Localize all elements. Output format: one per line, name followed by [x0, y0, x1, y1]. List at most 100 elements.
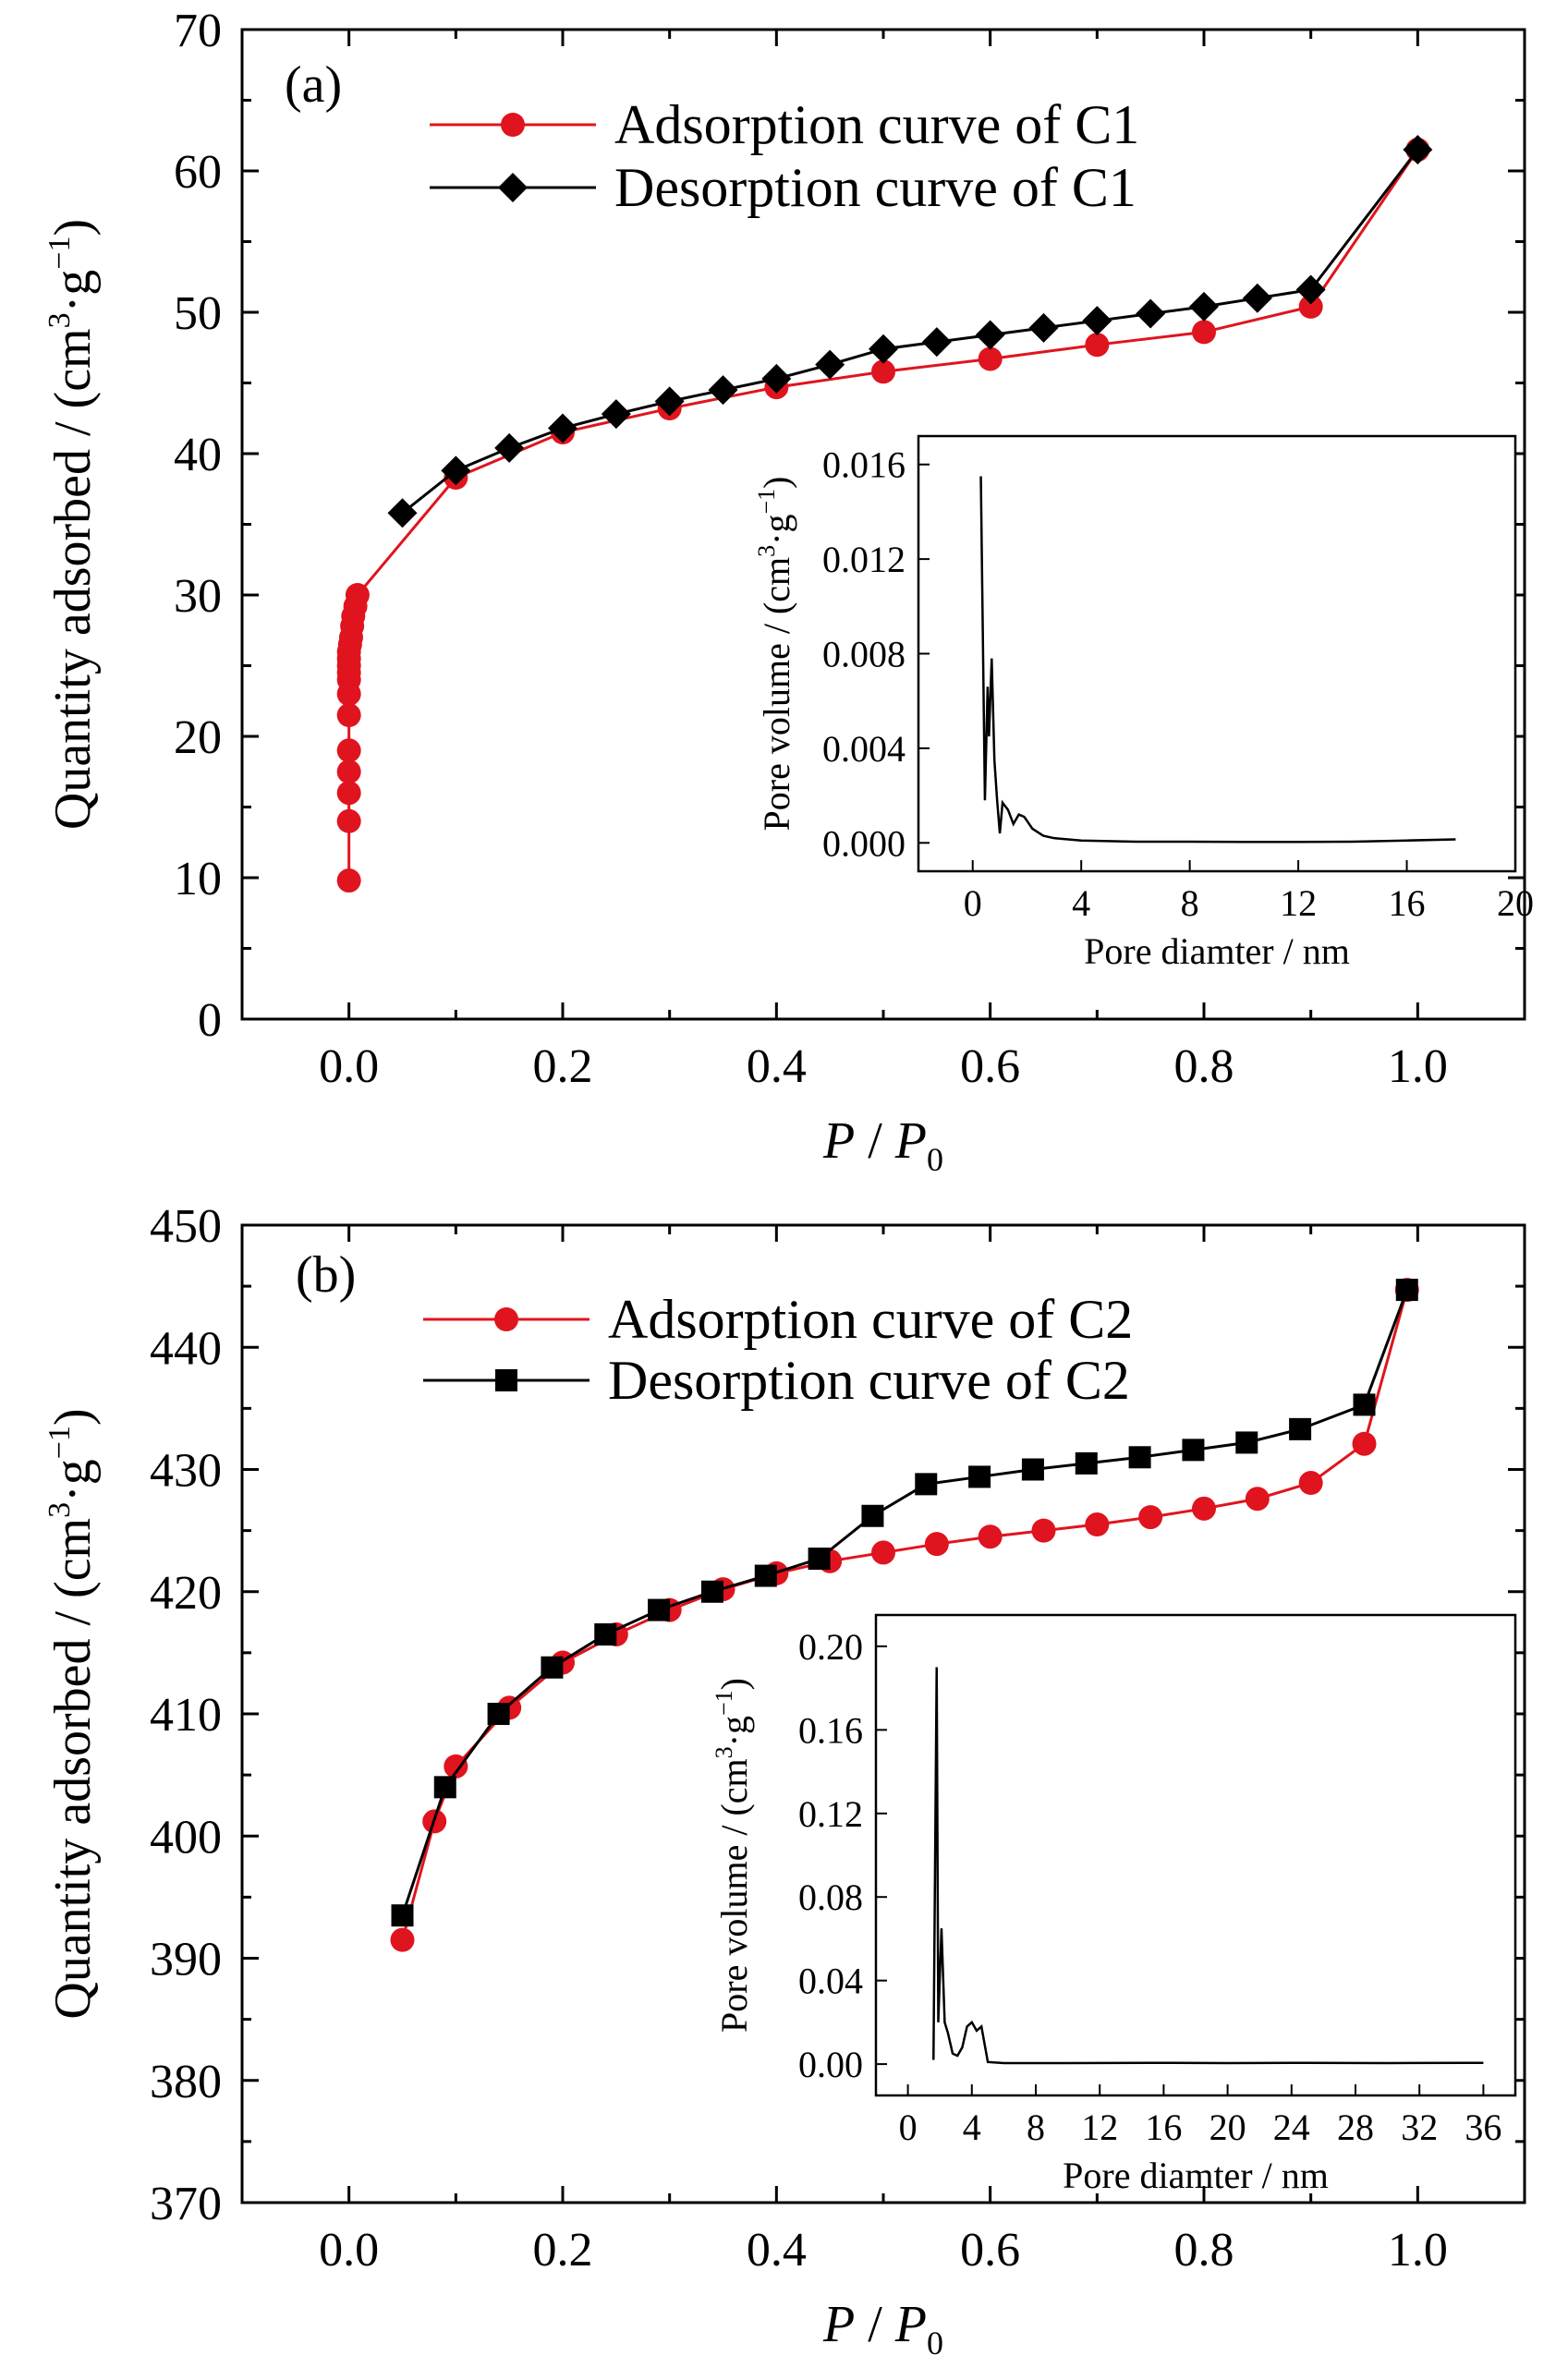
y-tick-label: 40 [174, 429, 222, 481]
y-axis-title: Quantity adsorbed / (cm3·g−1) [43, 219, 102, 830]
inset-y-tick-label: 0.000 [822, 822, 906, 864]
inset-y-tick-label: 0.016 [822, 444, 906, 486]
y-tick-label: 410 [150, 1689, 222, 1742]
desorption-point [968, 1465, 991, 1488]
inset-y-title-main: Pore volume / (cm [713, 1758, 755, 2033]
y-axis-title-main: Quantity adsorbed / (cm [44, 328, 102, 830]
inset-x-tick-label: 16 [1145, 2107, 1182, 2148]
desorption-point [391, 1904, 414, 1927]
desorption-point [1235, 1431, 1258, 1454]
x-axis-title-p: P [822, 1112, 855, 1170]
desorption-point [594, 1623, 617, 1646]
desorption-point [1403, 135, 1433, 165]
inset-chart: 0 4 8 12 16 20 0.000 0.004 0.008 0.012 0.016 Pore d… [753, 434, 1534, 972]
adsorption-point [1298, 1471, 1323, 1496]
x-tick-label: 1.0 [1388, 1040, 1448, 1093]
inset-y-tick-label: 0.00 [798, 2044, 863, 2085]
y-axis-title-sup2: −1 [43, 1426, 77, 1459]
desorption-point [861, 1504, 884, 1527]
inset-y-title-sup2: −1 [711, 1690, 737, 1716]
x-tick-label: 0.6 [960, 2224, 1020, 2277]
inset-pore-volume-line [932, 1667, 1484, 2065]
panel-b: 0.0 0.2 0.4 0.6 0.8 1.03703803904004104204304… [43, 1200, 1526, 2362]
inset-x-tick-label: 12 [1280, 882, 1317, 924]
inset-x-tick-label: 32 [1401, 2107, 1438, 2148]
desorption-point [1028, 312, 1059, 343]
y-tick-label: 30 [174, 570, 222, 623]
x-axis-title-p0: P [894, 2296, 927, 2353]
y-tick-label: 430 [150, 1445, 222, 1498]
inset-x-tick-label: 4 [1072, 882, 1090, 924]
x-axis-title-sep: / [855, 2296, 895, 2353]
desorption-point [1189, 291, 1219, 322]
adsorption-point [336, 868, 361, 893]
legend-marker [501, 113, 525, 137]
x-tick-label: 0.4 [747, 1040, 807, 1093]
inset-y-title-mid: ·g [713, 1716, 755, 1746]
adsorption-point [336, 738, 361, 763]
desorption-point [1289, 1417, 1312, 1440]
inset-x-tick-label: 20 [1209, 2107, 1246, 2148]
desorption-point [1353, 1393, 1376, 1416]
y-axis-title-sup2: −1 [43, 237, 77, 270]
adsorption-point [1192, 1496, 1216, 1521]
y-axis-title-end: ) [44, 219, 102, 237]
y-tick-label: 50 [174, 287, 222, 340]
desorption-point [487, 1703, 510, 1725]
x-axis-title: P / P0 [822, 1112, 943, 1178]
inset-y-tick-label: 0.20 [798, 1626, 863, 1668]
adsorption-point [1138, 1505, 1163, 1530]
y-tick-label: 440 [150, 1322, 222, 1375]
adsorption-point [1352, 1431, 1377, 1456]
adsorption-point [978, 346, 1003, 371]
desorption-point [541, 1656, 564, 1679]
y-tick-label: 380 [150, 2056, 222, 2108]
desorption-point [1136, 298, 1166, 329]
x-axis-title-sub: 0 [927, 1141, 943, 1178]
x-axis-title-sep: / [855, 1112, 895, 1170]
adsorption-point [871, 1540, 895, 1565]
adsorption-point [1085, 1512, 1110, 1537]
desorption-point [1182, 1439, 1205, 1462]
y-axis-title-sup: 3 [43, 312, 77, 328]
legend-label: Desorption curve of C1 [614, 157, 1136, 218]
desorption-point [548, 413, 577, 443]
legend-marker [494, 1307, 518, 1331]
inset-y-title-sup2: −1 [753, 489, 780, 515]
y-tick-label: 20 [174, 711, 222, 764]
desorption-point [1082, 306, 1112, 336]
desorption-point [915, 1473, 938, 1496]
x-tick-label: 0.0 [319, 1040, 379, 1093]
inset-y-title-mid: ·g [756, 515, 797, 545]
adsorption-point [924, 1532, 949, 1557]
inset-x-tick-label: 12 [1081, 2107, 1118, 2148]
legend-label: Desorption curve of C2 [608, 1350, 1130, 1411]
y-tick-label: 400 [150, 1811, 222, 1864]
inset-frame [917, 434, 1517, 873]
desorption-point [433, 1776, 456, 1799]
adsorption-point [444, 1754, 468, 1779]
desorption-point [601, 399, 631, 430]
inset-y-title-end: ) [713, 1678, 755, 1690]
inset-x-axis-title: Pore diamter / nm [1063, 2155, 1329, 2196]
inset-x-tick-label: 16 [1389, 882, 1426, 924]
inset-y-tick-label: 0.12 [798, 1793, 863, 1835]
legend-marker [498, 173, 528, 202]
y-tick-label: 420 [150, 1567, 222, 1620]
legend-label: Adsorption curve of C1 [614, 94, 1139, 155]
y-axis-title-main: Quantity adsorbed / (cm [44, 1518, 102, 2020]
desorption-point [815, 349, 845, 380]
inset-x-tick-label: 0 [899, 2107, 918, 2148]
adsorption-point [336, 781, 361, 806]
adsorption-point [336, 703, 361, 728]
desorption-point [648, 1598, 671, 1621]
desorption-point [1075, 1451, 1098, 1475]
x-tick-label: 0.8 [1174, 1040, 1234, 1093]
inset-y-tick-label: 0.08 [798, 1876, 863, 1918]
y-axis-title-mid: ·g [44, 270, 102, 313]
adsorption-point [1298, 294, 1323, 319]
adsorption-point [978, 1524, 1003, 1549]
y-tick-label: 70 [174, 5, 222, 57]
